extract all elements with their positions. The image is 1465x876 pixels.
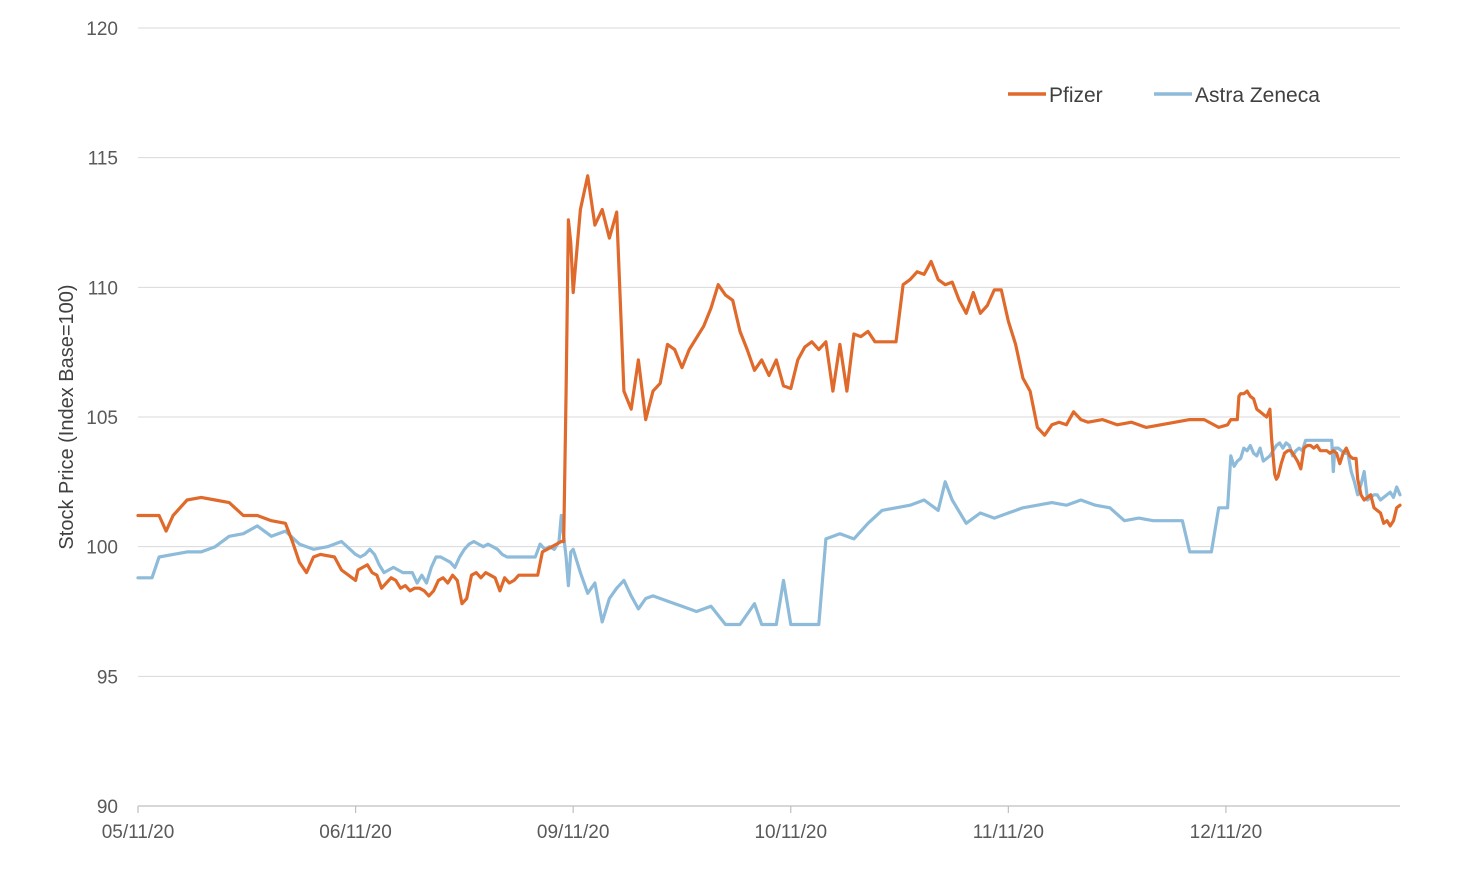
- y-axis-title: Stock Price (Index Base=100): [56, 284, 78, 549]
- y-tick-label: 100: [86, 538, 118, 559]
- series-lines: [136, 174, 1402, 627]
- x-tick-label: 11/11/20: [973, 822, 1044, 843]
- series-line-pfizer: [136, 174, 1402, 606]
- y-tick-label: 90: [97, 797, 118, 818]
- series-line-astra-zeneca: [136, 438, 1402, 627]
- legend-label-pfizer: Pfizer: [1049, 84, 1103, 107]
- x-axis: 05/11/20 06/11/20 09/11/20 10/11/20 11/11/20…: [102, 805, 1400, 843]
- y-tick-label: 95: [97, 667, 118, 688]
- x-tick-label: 06/11/20: [319, 822, 392, 843]
- x-tick-label: 12/11/20: [1190, 822, 1263, 843]
- x-tick-label: 05/11/20: [102, 822, 175, 843]
- y-tick-label: 105: [86, 408, 118, 429]
- legend-label-astra-zeneca: Astra Zeneca: [1195, 84, 1320, 107]
- x-tick-label: 10/11/20: [754, 822, 827, 843]
- gridlines: [138, 27, 1400, 677]
- y-tick-label: 110: [88, 278, 118, 299]
- y-tick-label: 120: [86, 19, 118, 40]
- y-axis-tick-labels: 90 95 100 105 110 115 120: [86, 19, 118, 818]
- x-tick-label: 09/11/20: [537, 822, 610, 843]
- y-tick-label: 115: [88, 149, 118, 170]
- legend: Pfizer Astra Zeneca: [1008, 84, 1320, 107]
